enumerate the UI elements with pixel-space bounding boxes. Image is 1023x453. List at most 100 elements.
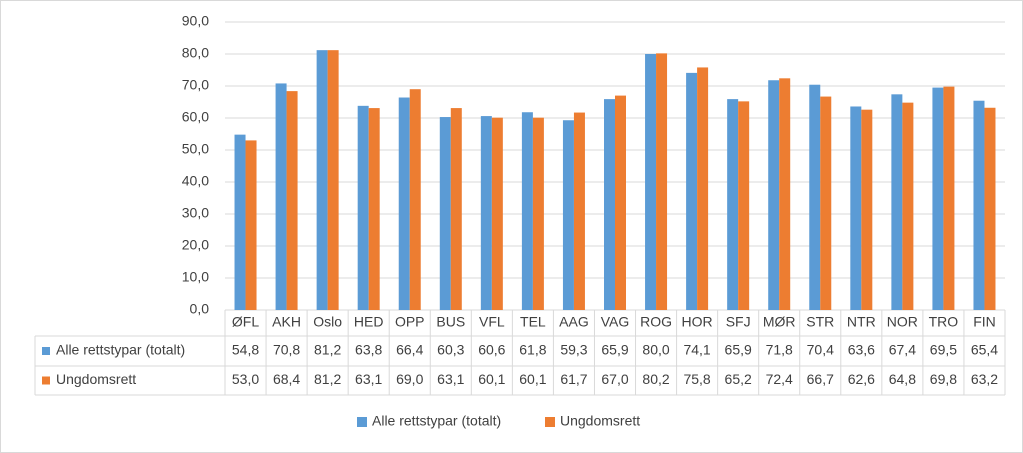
table-cell: 71,8 [766, 342, 793, 358]
x-tick-label: OPP [395, 314, 425, 330]
bar [809, 84, 821, 310]
bar [615, 95, 626, 310]
table-cell: 75,8 [683, 371, 710, 387]
y-tick-label: 40,0 [182, 173, 209, 189]
x-tick-label: TRO [929, 314, 959, 330]
table-cell: 65,2 [725, 371, 752, 387]
table-cell: 65,9 [725, 342, 752, 358]
bar [368, 108, 380, 310]
table-row-header: Alle rettstypar (totalt) [56, 342, 185, 358]
bar [286, 91, 298, 311]
table-cell: 63,1 [437, 371, 464, 387]
x-tick-label: HED [354, 314, 384, 330]
table-cell: 63,1 [355, 371, 382, 387]
x-tick-label: STR [806, 314, 834, 330]
x-tick-label: NTR [847, 314, 876, 330]
bar [779, 78, 791, 310]
table-cell: 60,1 [519, 371, 546, 387]
table-cell: 64,8 [889, 371, 916, 387]
table-cell: 63,8 [355, 342, 382, 358]
table-cell: 70,4 [807, 342, 834, 358]
bar [697, 67, 709, 310]
legend-label: Alle rettstypar (totalt) [372, 413, 501, 429]
bar [327, 50, 339, 310]
bar [532, 117, 544, 311]
table-cell: 66,7 [807, 371, 834, 387]
bar [450, 108, 462, 310]
bar [932, 87, 944, 310]
table-cell: 63,2 [971, 371, 998, 387]
table-cell: 67,4 [889, 342, 916, 358]
bar [943, 86, 955, 310]
y-tick-label: 20,0 [182, 237, 209, 253]
table-cell: 68,4 [273, 371, 300, 387]
table-cell: 60,1 [478, 371, 505, 387]
table-cell: 54,8 [232, 342, 259, 358]
y-tick-label: 80,0 [182, 45, 209, 61]
y-tick-label: 70,0 [182, 77, 209, 93]
table-cell: 59,3 [560, 342, 587, 358]
y-tick-label: 10,0 [182, 269, 209, 285]
table-cell: 65,4 [971, 342, 998, 358]
y-tick-label: 90,0 [182, 13, 209, 29]
x-tick-label: AAG [559, 314, 589, 330]
bar [973, 100, 985, 310]
bar [562, 120, 574, 311]
table-cell: 61,7 [560, 371, 587, 387]
table-cell: 70,8 [273, 342, 300, 358]
x-tick-label: VAG [601, 314, 630, 330]
table-cell: 62,6 [848, 371, 875, 387]
table-legend-key [42, 347, 50, 355]
table-cell: 80,2 [642, 371, 669, 387]
x-tick-label: VFL [479, 314, 505, 330]
legend-label: Ungdomsrett [560, 413, 640, 429]
bar [891, 94, 903, 310]
bar [245, 140, 257, 310]
bar [604, 99, 615, 311]
x-tick-label: TEL [520, 314, 546, 330]
table-cell: 81,2 [314, 342, 341, 358]
bar [398, 97, 410, 311]
bar [656, 53, 668, 311]
bar [316, 50, 328, 310]
bar [861, 109, 873, 311]
table-cell: 80,0 [642, 342, 669, 358]
table-cell: 74,1 [683, 342, 710, 358]
table-cell: 60,6 [478, 342, 505, 358]
bar [234, 134, 246, 310]
y-tick-label: 60,0 [182, 109, 209, 125]
x-tick-label: Oslo [313, 314, 342, 330]
bar [820, 96, 832, 310]
bar [521, 112, 533, 311]
table-cell: 65,9 [601, 342, 628, 358]
y-tick-label: 50,0 [182, 141, 209, 157]
legend-key [357, 417, 367, 427]
table-cell: 69,0 [396, 371, 423, 387]
x-tick-label: NOR [887, 314, 918, 330]
bar [727, 99, 739, 311]
table-cell: 72,4 [766, 371, 793, 387]
bar [439, 117, 451, 310]
table-cell: 66,4 [396, 342, 423, 358]
table-cell: 69,8 [930, 371, 957, 387]
x-tick-label: HOR [682, 314, 713, 330]
bar [902, 102, 914, 310]
bar [275, 83, 287, 310]
bar [768, 80, 780, 311]
bar [738, 101, 750, 310]
bar [491, 117, 503, 311]
x-tick-label: SFJ [726, 314, 751, 330]
x-tick-label: ROG [640, 314, 672, 330]
x-tick-label: ØFL [232, 314, 259, 330]
table-cell: 67,0 [601, 371, 628, 387]
table-row-header: Ungdomsrett [56, 371, 136, 387]
table-cell: 61,8 [519, 342, 546, 358]
x-tick-label: MØR [763, 314, 796, 330]
bar [850, 106, 862, 310]
x-tick-label: BUS [436, 314, 465, 330]
bar [480, 116, 492, 310]
y-tick-label: 0,0 [190, 301, 210, 317]
legend-key [545, 417, 555, 427]
bar [573, 112, 585, 310]
bar [357, 105, 369, 310]
